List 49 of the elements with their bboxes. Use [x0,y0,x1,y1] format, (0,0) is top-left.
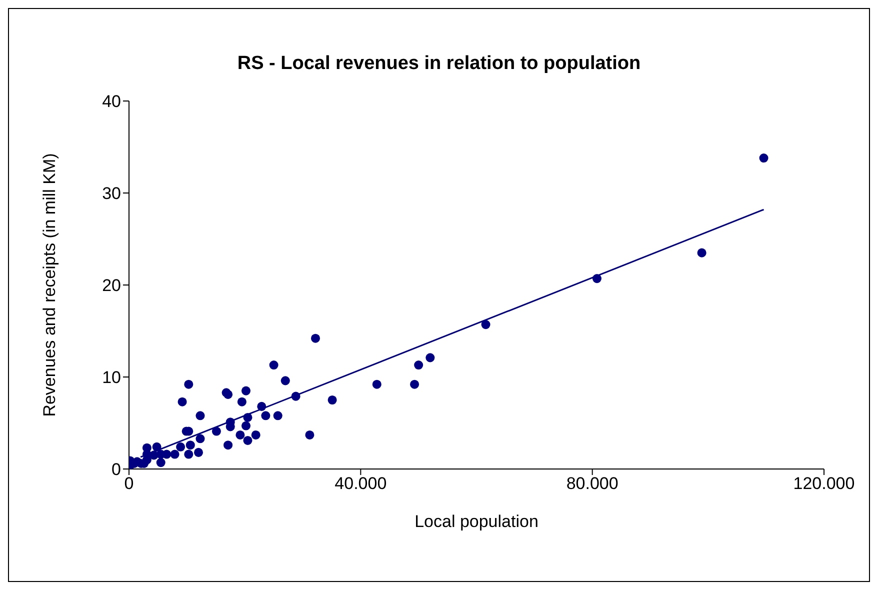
point [241,386,251,396]
point [273,411,282,420]
point [184,380,194,389]
point [241,421,251,430]
y-axis-title: Revenues and receipts (in mill KM) [40,153,60,417]
point [261,411,270,420]
point [178,397,187,406]
x-tick-label: 80.000 [566,474,618,494]
point [305,430,314,440]
point [184,450,194,459]
point [194,448,204,457]
point [170,450,180,459]
y-tick-label: 20 [102,276,121,296]
point [243,436,252,445]
point [236,430,245,440]
x-axis-title: Local population [414,512,538,531]
point [196,411,205,420]
point [224,440,233,450]
point [280,376,290,386]
point [152,442,162,452]
point [156,458,166,468]
point [186,440,195,450]
point [251,430,260,440]
point [196,434,205,444]
point [481,320,490,330]
point [697,248,706,258]
y-tick-label: 0 [112,460,121,480]
point [243,412,252,422]
y-tick-label: 30 [102,184,121,204]
point [212,426,221,436]
point [237,397,246,406]
point [592,274,602,284]
y-tick-label: 40 [102,92,121,112]
point [257,402,266,411]
x-tick-label: 120.000 [793,474,855,494]
point [269,360,278,370]
point [759,154,768,163]
point [372,380,382,389]
point [291,392,300,401]
point [414,360,424,370]
x-tick-label: 40.000 [334,474,387,494]
point [328,395,337,405]
point [176,442,186,452]
point [310,334,320,343]
point [426,353,435,362]
point [410,380,420,389]
y-tick-label: 10 [102,368,121,388]
x-tick-label: 0 [124,474,134,494]
chart-title: RS - Local revenues in relation to population [236,53,642,75]
